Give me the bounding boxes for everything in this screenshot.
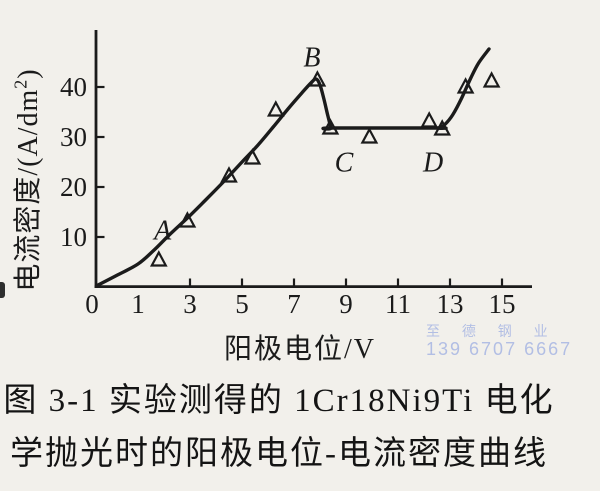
x-tick-label: 5 [235,289,249,319]
x-tick-label: 15 [489,289,516,319]
y-tick-label: 30 [60,122,87,152]
y-axis-title-text: 电流密度/(A/dm [13,88,44,292]
x-tick-label: 9 [339,289,353,319]
x-tick-label: 13 [437,289,464,319]
data-point-marker [321,118,340,135]
y-tick-label: 20 [60,172,87,202]
data-point-marker [456,77,475,94]
caption-line-2: 学抛光时的阳极电位-电流密度曲线 [10,435,548,472]
data-point-marker [482,71,501,88]
x-tick-label: 1 [131,289,145,319]
y-axis-title-superscript: 2 [10,78,31,89]
point-label-C: C [335,148,354,179]
y-axis-title-close: ) [13,68,44,79]
caption-line-1: 图 3-1 实验测得的 1Cr18Ni9Ti 电化 [3,383,555,419]
data-point-marker [220,166,238,183]
x-axis-title: 阳极电位/V [223,334,376,365]
x-tick-label: 0 [85,289,99,319]
watermark-phone: 139 6707 6667 [426,339,573,360]
y-tick-label: 10 [60,222,87,252]
data-point-marker [149,250,168,267]
point-label-B: B [303,43,320,74]
data-point-marker [360,127,379,144]
scan-artifact [0,282,5,298]
data-point-marker [266,100,285,117]
watermark: 至 德 钢 业 139 6707 6667 [426,323,572,360]
y-axis-title: 电流密度/(A/dm2) [6,40,50,320]
point-label-D: D [422,148,443,179]
data-point-marker [243,148,262,165]
x-tick-label: 7 [287,289,301,319]
x-tick-label: 11 [385,289,411,319]
x-tick-label: 3 [183,289,197,319]
point-label-A: A [152,216,172,247]
watermark-company: 至 德 钢 业 [426,323,557,339]
figure-caption: 图 3-1 实验测得的 1Cr18Ni9Ti 电化 学抛光时的阳极电位-电流密度… [0,375,600,481]
data-point-marker [178,211,197,228]
data-point-marker [433,119,452,136]
y-tick-label: 40 [60,72,87,102]
data-point-marker [308,70,327,87]
data-point-marker [420,111,439,128]
